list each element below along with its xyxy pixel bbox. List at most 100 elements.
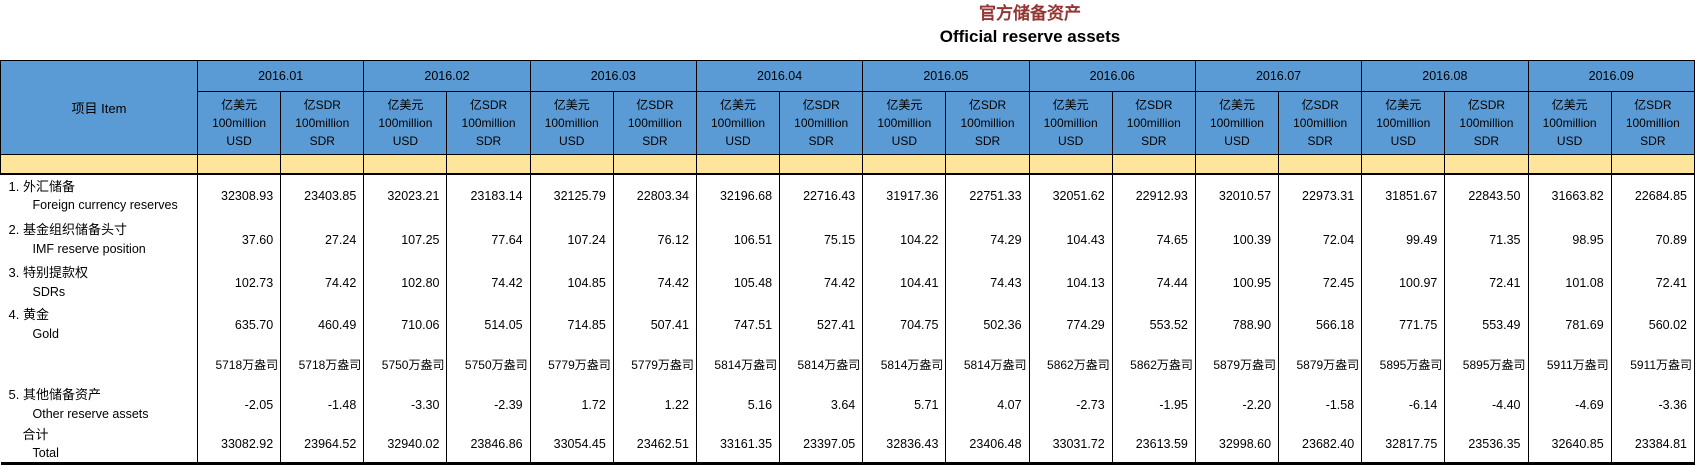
unit-line-3: SDR bbox=[1473, 134, 1500, 148]
report-title: 官方储备资产 Official reserve assets bbox=[350, 3, 1695, 48]
unit-line-1: 亿SDR bbox=[1135, 98, 1173, 112]
value-cell: 72.41 bbox=[1444, 261, 1529, 304]
unit-line-1: 亿SDR bbox=[636, 98, 674, 112]
ounces-cell: 5779万盎司 bbox=[529, 345, 614, 384]
value-cell: 22716.43 bbox=[779, 173, 864, 218]
value-cell: 22973.31 bbox=[1278, 173, 1363, 218]
unit-line-1: 亿美元 bbox=[1385, 98, 1422, 112]
unit-header-usd: 亿美元 100million USD bbox=[196, 91, 282, 155]
value-cell: 23846.86 bbox=[446, 425, 531, 466]
unit-line-1: 亿SDR bbox=[303, 98, 341, 112]
unit-line-3: USD bbox=[226, 134, 252, 148]
value-cell: -3.30 bbox=[363, 383, 448, 426]
value-cell: -1.95 bbox=[1111, 383, 1196, 426]
spacer-band-cell bbox=[363, 154, 448, 175]
value-cell: 74.29 bbox=[945, 217, 1030, 262]
unit-line-2: 100million bbox=[877, 116, 932, 130]
value-cell: 101.08 bbox=[1527, 261, 1612, 304]
value-cell: 22843.50 bbox=[1444, 173, 1529, 218]
ounces-cell: 5879万盎司 bbox=[1278, 345, 1363, 384]
row-label-english: Total bbox=[32, 446, 59, 461]
value-cell: 102.80 bbox=[363, 261, 448, 304]
spacer-band-cell bbox=[196, 154, 282, 175]
report-title-chinese: 官方储备资产 bbox=[979, 4, 1081, 23]
value-cell: 32817.75 bbox=[1361, 425, 1446, 466]
value-cell: 32125.79 bbox=[529, 173, 614, 218]
value-cell: 72.45 bbox=[1278, 261, 1363, 304]
row-label-english: IMF reserve position bbox=[32, 241, 146, 256]
value-cell: 32023.21 bbox=[363, 173, 448, 218]
row-label: 1. 外汇储备 Foreign currency reserves bbox=[0, 173, 198, 218]
value-cell: 104.22 bbox=[862, 217, 947, 262]
unit-line-1: 亿SDR bbox=[1301, 98, 1339, 112]
unit-header-sdr: 亿SDR 100million SDR bbox=[1610, 91, 1695, 155]
spacer-band-cell bbox=[862, 154, 947, 175]
unit-line-3: USD bbox=[559, 134, 585, 148]
value-cell: 23384.81 bbox=[1610, 425, 1695, 466]
value-cell: 31851.67 bbox=[1361, 173, 1446, 218]
month-header-2016.06: 2016.06 bbox=[1028, 60, 1196, 92]
table-row-2: 2. 基金组织储备头寸 IMF reserve position 37.60 27.2… bbox=[0, 217, 1695, 262]
value-cell: 781.69 bbox=[1527, 303, 1612, 346]
spacer-band-cell bbox=[779, 154, 864, 175]
ounces-cell: 5879万盎司 bbox=[1194, 345, 1280, 384]
value-cell: 107.24 bbox=[529, 217, 614, 262]
value-cell: 1.72 bbox=[529, 383, 614, 426]
unit-header-sdr: 亿SDR 100million SDR bbox=[612, 91, 697, 155]
value-cell: 560.02 bbox=[1610, 303, 1695, 346]
unit-header-sdr: 亿SDR 100million SDR bbox=[779, 91, 864, 155]
value-cell: 33161.35 bbox=[695, 425, 781, 466]
value-cell: -6.14 bbox=[1361, 383, 1446, 426]
unit-line-1: 亿美元 bbox=[1052, 98, 1089, 112]
row-label: 2. 基金组织储备头寸 IMF reserve position bbox=[0, 217, 198, 262]
row-label-chinese: 1. 外汇储备 bbox=[8, 178, 75, 194]
unit-line-1: 亿美元 bbox=[387, 98, 424, 112]
unit-line-2: 100million bbox=[1043, 116, 1098, 130]
spacer-band-cell bbox=[945, 154, 1030, 175]
value-cell: 22912.93 bbox=[1111, 173, 1196, 218]
unit-line-3: USD bbox=[1057, 134, 1084, 148]
unit-line-2: 100million bbox=[1625, 116, 1680, 130]
month-header-2016.02: 2016.02 bbox=[363, 60, 531, 92]
value-cell: 98.95 bbox=[1527, 217, 1612, 262]
row-label-chinese: 4. 黄金 bbox=[8, 307, 49, 323]
value-cell: 514.05 bbox=[446, 303, 531, 346]
ounces-cell: 5750万盎司 bbox=[446, 345, 531, 384]
value-cell: 635.70 bbox=[196, 303, 282, 346]
unit-line-2: 100million bbox=[1126, 116, 1181, 130]
unit-line-1: 亿SDR bbox=[802, 98, 840, 112]
value-cell: 23613.59 bbox=[1111, 425, 1196, 466]
value-cell: 460.49 bbox=[280, 303, 365, 346]
spacer-band-cell bbox=[1444, 154, 1529, 175]
unit-line-2: 100million bbox=[1209, 116, 1264, 130]
reserve-table: 项目 Item 2016.01 2016.02 2016.03 2016.04 2016.… bbox=[0, 60, 1695, 466]
unit-line-2: 100million bbox=[212, 116, 267, 130]
value-cell: 72.04 bbox=[1278, 217, 1363, 262]
value-cell: 3.64 bbox=[779, 383, 864, 426]
value-cell: 74.42 bbox=[779, 261, 864, 304]
value-cell: 37.60 bbox=[196, 217, 282, 262]
value-cell: 32640.85 bbox=[1527, 425, 1612, 466]
unit-line-3: SDR bbox=[974, 134, 1001, 148]
unit-line-3: USD bbox=[1390, 134, 1416, 148]
table-row-5: 5. 其他储备资产 Other reserve assets -2.05 -1.48-… bbox=[0, 383, 1695, 426]
value-cell: 22803.34 bbox=[612, 173, 697, 218]
value-cell: 74.44 bbox=[1111, 261, 1196, 304]
unit-line-3: USD bbox=[725, 134, 751, 148]
unit-line-3: USD bbox=[1224, 134, 1250, 148]
value-cell: 74.42 bbox=[280, 261, 365, 304]
unit-line-3: SDR bbox=[475, 134, 502, 148]
ounces-cell: 5895万盎司 bbox=[1444, 345, 1529, 384]
value-cell: 771.75 bbox=[1361, 303, 1446, 346]
value-cell: 76.12 bbox=[612, 217, 697, 262]
value-cell: 104.85 bbox=[529, 261, 614, 304]
month-header-2016.09: 2016.09 bbox=[1527, 60, 1695, 92]
unit-header-usd: 亿美元 100million USD bbox=[529, 91, 614, 155]
value-cell: 5.16 bbox=[695, 383, 781, 426]
unit-line-3: USD bbox=[1556, 134, 1583, 148]
row-label-chinese: 5. 其他储备资产 bbox=[8, 387, 101, 403]
value-cell: 502.36 bbox=[945, 303, 1030, 346]
spacer-band-cell bbox=[612, 154, 697, 175]
value-cell: 74.42 bbox=[612, 261, 697, 304]
value-cell: 32836.43 bbox=[862, 425, 947, 466]
